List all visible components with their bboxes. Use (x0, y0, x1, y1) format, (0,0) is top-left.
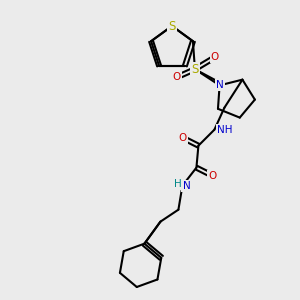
Text: O: O (178, 133, 187, 143)
Text: H: H (173, 179, 181, 189)
Text: S: S (191, 63, 199, 76)
Text: N: N (216, 80, 224, 90)
Text: NH: NH (218, 125, 233, 135)
Text: S: S (168, 20, 176, 32)
Text: O: O (173, 72, 181, 82)
Text: O: O (211, 52, 219, 62)
Text: O: O (208, 171, 217, 181)
Text: N: N (182, 181, 190, 191)
